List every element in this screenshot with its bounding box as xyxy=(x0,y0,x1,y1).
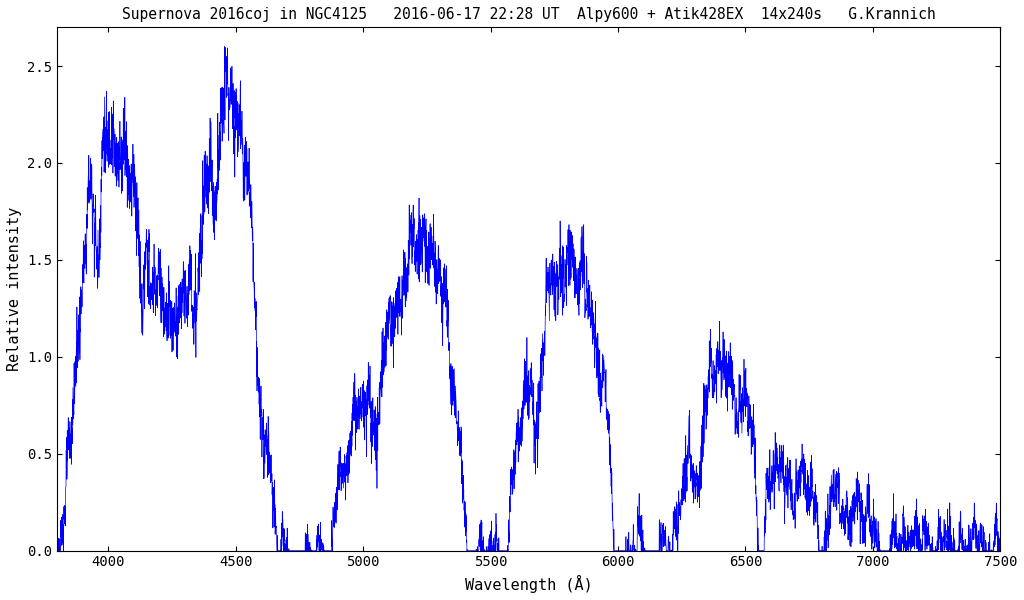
X-axis label: Wavelength (Å): Wavelength (Å) xyxy=(465,575,593,593)
Title: Supernova 2016coj in NGC4125   2016-06-17 22:28 UT  Alpy600 + Atik428EX  14x240s: Supernova 2016coj in NGC4125 2016-06-17 … xyxy=(122,7,936,22)
Y-axis label: Relative intensity: Relative intensity xyxy=(7,207,22,371)
